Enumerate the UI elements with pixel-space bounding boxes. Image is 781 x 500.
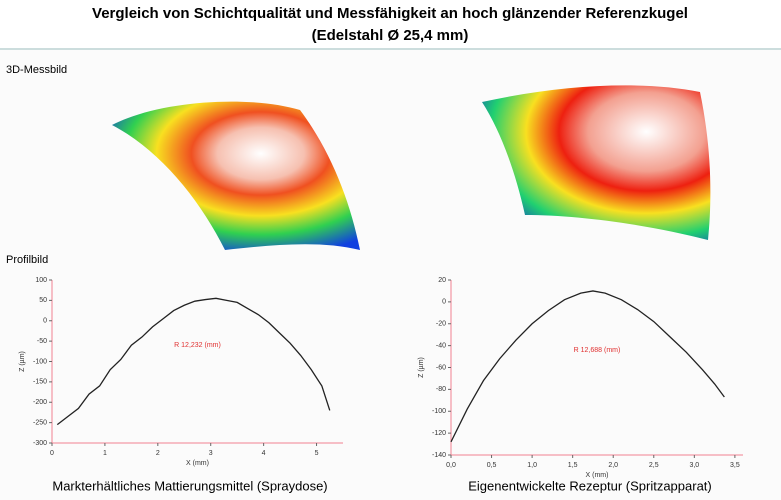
x-tick-label: 2,0 <box>608 462 618 469</box>
y-tick-label: -100 <box>33 358 47 365</box>
annotation: R 12,232 (mm) <box>174 342 221 349</box>
x-tick-label: 5 <box>315 450 319 457</box>
x-tick-label: 2,5 <box>649 462 659 469</box>
y-axis-label: Z (µm) <box>19 351 26 372</box>
x-tick-label: 3,5 <box>730 462 740 469</box>
y-tick-label: 0 <box>442 299 446 306</box>
y-tick-label: -80 <box>436 386 446 393</box>
y-tick-label: 100 <box>35 277 47 284</box>
x-tick-label: 1,0 <box>527 462 537 469</box>
x-tick-label: 1,5 <box>568 462 578 469</box>
caption: Markterhältliches Mattierungsmittel (Spr… <box>52 478 327 493</box>
y-tick-label: -300 <box>33 440 47 447</box>
line-series <box>450 290 725 443</box>
x-tick-label: 1 <box>103 450 107 457</box>
title: Vergleich von Schichtqualität und Messfä… <box>92 5 688 22</box>
y-tick-label: -60 <box>436 364 446 371</box>
title: (Edelstahl Ø 25,4 mm) <box>312 27 469 44</box>
x-tick-label: 3,0 <box>689 462 699 469</box>
y-tick-label: 50 <box>39 297 47 304</box>
x-tick-label: 0,0 <box>446 462 456 469</box>
x-tick-label: 4 <box>262 450 266 457</box>
y-tick-label: -50 <box>37 338 47 345</box>
y-tick-label: -150 <box>33 379 47 386</box>
3d-surface <box>112 101 360 250</box>
line-series <box>56 297 331 426</box>
y-axis-label: Z (µm) <box>418 357 425 378</box>
y-tick-label: 0 <box>43 318 47 325</box>
x-axis-label: X (mm) <box>586 472 609 479</box>
x-tick-label: 2 <box>156 450 160 457</box>
x-tick-label: 0,5 <box>487 462 497 469</box>
section-label: Profilbild <box>6 254 48 266</box>
section-label: 3D-Messbild <box>6 64 67 76</box>
y-tick-label: -140 <box>432 452 446 459</box>
x-tick-label: 3 <box>209 450 213 457</box>
y-tick-label: -40 <box>436 342 446 349</box>
y-tick-label: -120 <box>432 430 446 437</box>
y-tick-label: -100 <box>432 408 446 415</box>
x-tick-label: 0 <box>50 450 54 457</box>
y-tick-label: -20 <box>436 321 446 328</box>
y-tick-label: 20 <box>438 277 446 284</box>
y-tick-label: -200 <box>33 399 47 406</box>
annotation: R 12,688 (mm) <box>574 347 621 354</box>
x-axis-label: X (mm) <box>186 460 209 467</box>
caption: Eigenentwickelte Rezeptur (Spritzapparat… <box>468 478 712 493</box>
y-tick-label: -250 <box>33 419 47 426</box>
3d-surface <box>482 85 711 240</box>
